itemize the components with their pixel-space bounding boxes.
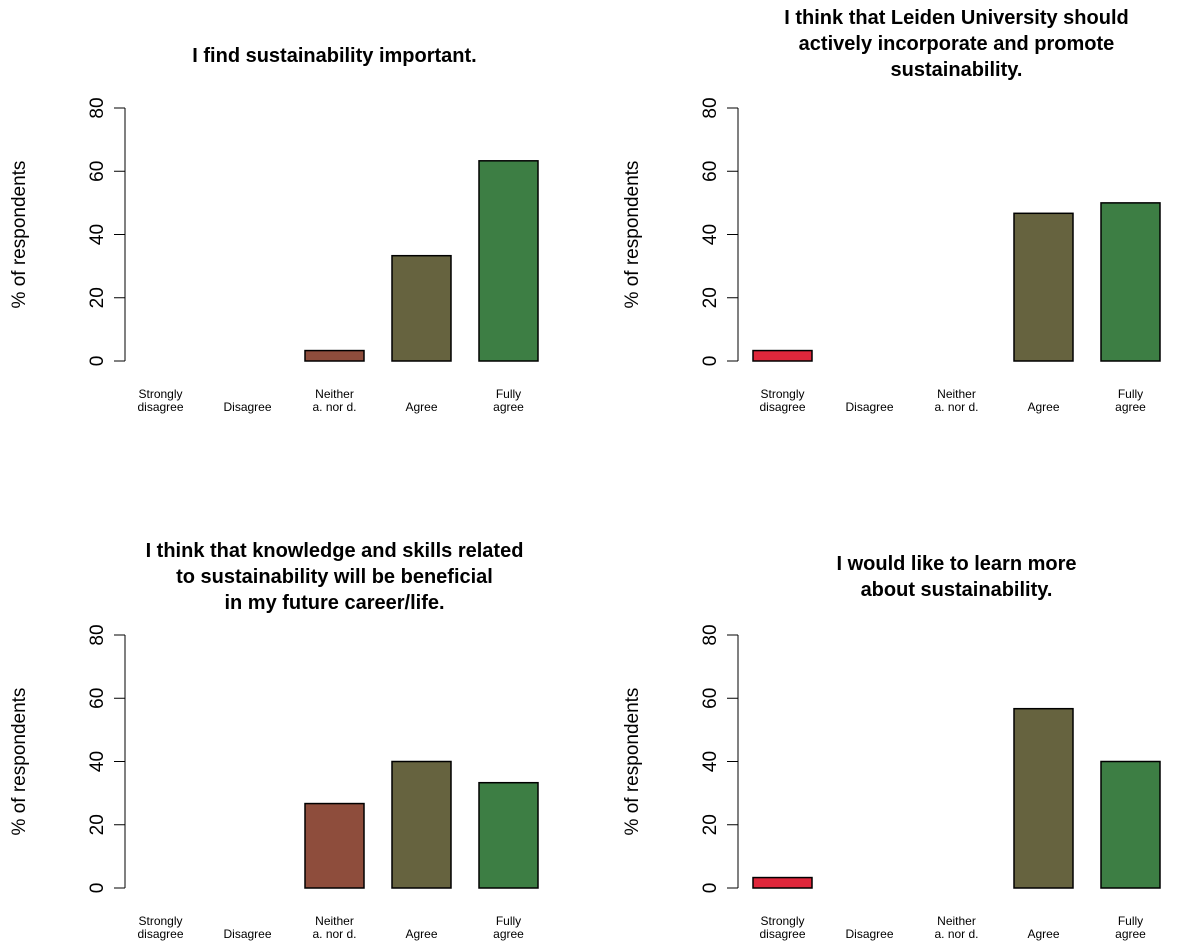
y-tick-label: 80 — [700, 624, 721, 645]
bar-4 — [391, 760, 452, 889]
bar-1 — [752, 876, 813, 889]
x-category-label: Strongly disagree — [759, 914, 805, 941]
x-category-label: Neither a. nor d. — [312, 914, 356, 941]
chart-title: I would like to learn more about sustaina… — [836, 553, 1076, 601]
y-tick-label: 80 — [700, 97, 721, 118]
chart-panel-1: I find sustainability important. 0 20 40 60 8… — [9, 45, 539, 414]
y-tick-label: 20 — [700, 287, 721, 308]
bar-4 — [1013, 212, 1074, 362]
x-category-label: Neither a. nor d. — [934, 914, 978, 941]
x-category-label: Disagree — [223, 400, 271, 414]
chart-panel-4: I would like to learn more about sustaina… — [622, 553, 1161, 941]
y-tick-label: 40 — [700, 751, 721, 772]
x-category-label: Strongly disagree — [137, 387, 183, 414]
x-category-label: Neither a. nor d. — [934, 387, 978, 414]
bar-5 — [478, 160, 539, 362]
x-category-label: Disagree — [845, 400, 893, 414]
y-axis-title: % of respondents — [9, 688, 30, 836]
x-category-label: Disagree — [223, 927, 271, 941]
bar-5 — [1100, 202, 1161, 362]
x-category-label: Agree — [1027, 400, 1059, 414]
y-axis-title: % of respondents — [9, 161, 30, 309]
x-category-label: Agree — [405, 927, 437, 941]
bar-5 — [1100, 760, 1161, 889]
y-tick-label: 40 — [87, 224, 108, 245]
x-category-label: Strongly disagree — [137, 914, 183, 941]
y-tick-label: 60 — [700, 161, 721, 182]
y-tick-label: 0 — [87, 883, 108, 894]
y-tick-label: 40 — [87, 751, 108, 772]
bar-4 — [391, 254, 452, 362]
bar-3 — [304, 802, 365, 889]
y-tick-label: 20 — [87, 287, 108, 308]
y-tick-label: 0 — [700, 883, 721, 894]
x-category-label: Fully agree — [1115, 387, 1146, 414]
y-tick-label: 0 — [700, 356, 721, 367]
x-category-label: Disagree — [845, 927, 893, 941]
y-axis-title: % of respondents — [622, 161, 643, 309]
x-category-label: Agree — [1027, 927, 1059, 941]
bar-1 — [752, 349, 813, 362]
x-category-label: Fully agree — [493, 914, 524, 941]
chart-title: I find sustainability important. — [192, 45, 476, 67]
x-category-label: Strongly disagree — [759, 387, 805, 414]
y-tick-label: 80 — [87, 97, 108, 118]
y-tick-label: 60 — [87, 688, 108, 709]
chart-panel-2: I think that Leiden University should act… — [622, 7, 1161, 414]
y-tick-label: 20 — [87, 814, 108, 835]
y-tick-label: 40 — [700, 224, 721, 245]
chart-title: I think that knowledge and skills relate… — [146, 540, 524, 614]
x-category-label: Fully agree — [1115, 914, 1146, 941]
x-category-label: Fully agree — [493, 387, 524, 414]
y-tick-label: 0 — [87, 356, 108, 367]
chart-title: I think that Leiden University should act… — [784, 7, 1128, 81]
bar-4 — [1013, 707, 1074, 889]
chart-panel-3: I think that knowledge and skills relate… — [9, 540, 539, 941]
bar-3 — [304, 349, 365, 362]
x-category-label: Agree — [405, 400, 437, 414]
x-category-label: Neither a. nor d. — [312, 387, 356, 414]
bar-5 — [478, 781, 539, 889]
y-axis-title: % of respondents — [622, 688, 643, 836]
y-tick-label: 80 — [87, 624, 108, 645]
y-tick-label: 60 — [87, 161, 108, 182]
y-tick-label: 20 — [700, 814, 721, 835]
y-tick-label: 60 — [700, 688, 721, 709]
